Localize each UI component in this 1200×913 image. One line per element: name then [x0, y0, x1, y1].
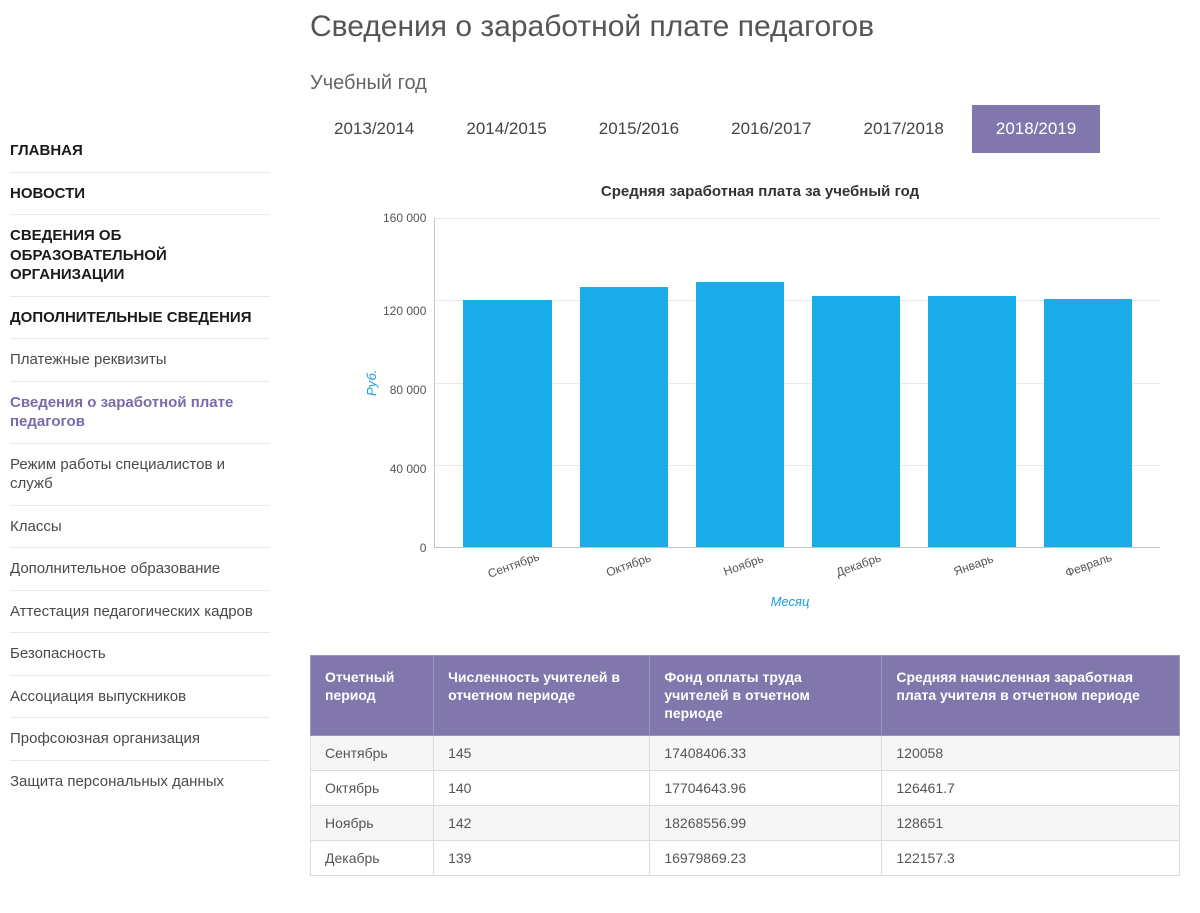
sidebar-item[interactable]: ГЛАВНАЯ [10, 130, 270, 173]
table-row: Ноябрь14218268556.99128651 [311, 805, 1180, 840]
chart-bars [435, 218, 1160, 547]
y-tick: 80 000 [390, 383, 427, 397]
bar[interactable] [463, 300, 551, 547]
sidebar-item[interactable]: Платежные реквизиты [10, 339, 270, 382]
sidebar-item[interactable]: Сведения о заработной плате педагогов [10, 382, 270, 444]
sidebar-item[interactable]: Режим работы специалистов и служб [10, 444, 270, 506]
table-cell: 17408406.33 [650, 735, 882, 770]
y-ticks: 160 000120 00080 00040 0000 [383, 218, 434, 548]
table-cell: Октябрь [311, 770, 434, 805]
table-row: Сентябрь14517408406.33120058 [311, 735, 1180, 770]
bar-column [682, 218, 798, 547]
table-cell: 139 [434, 840, 650, 875]
main-content: Сведения о заработной плате педагогов Уч… [290, 0, 1200, 896]
page-title: Сведения о заработной плате педагогов [310, 10, 1180, 44]
sidebar-item[interactable]: Профсоюзная организация [10, 718, 270, 761]
x-labels: СентябрьОктябрьНоябрьДекабрьЯнварьФеврал… [442, 548, 1160, 572]
bar-column [566, 218, 682, 547]
bar[interactable] [812, 296, 900, 547]
table-header-cell: Средняя начисленная заработная плата учи… [882, 656, 1180, 736]
x-axis-label: Месяц [420, 594, 1160, 609]
table-cell: Сентябрь [311, 735, 434, 770]
chart-title: Средняя заработная плата за учебный год [360, 183, 1160, 200]
table-header-cell: Фонд оплаты труда учителей в отчетном пе… [650, 656, 882, 736]
y-tick: 160 000 [383, 211, 426, 225]
sidebar-item[interactable]: Дополнительное образование [10, 548, 270, 591]
bar-column [1030, 218, 1146, 547]
y-axis-label: Руб. [360, 218, 383, 548]
y-tick: 40 000 [390, 462, 427, 476]
table-row: Декабрь13916979869.23122157.3 [311, 840, 1180, 875]
table-cell: 126461.7 [882, 770, 1180, 805]
y-tick: 120 000 [383, 304, 426, 318]
sidebar-item[interactable]: ДОПОЛНИТЕЛЬНЫЕ СВЕДЕНИЯ [10, 297, 270, 340]
year-tab[interactable]: 2017/2018 [840, 105, 968, 153]
table-cell: 122157.3 [882, 840, 1180, 875]
bar[interactable] [1044, 299, 1132, 547]
chart-plot [434, 218, 1160, 548]
bar-column [449, 218, 565, 547]
table-cell: 128651 [882, 805, 1180, 840]
table-cell: 120058 [882, 735, 1180, 770]
year-tab[interactable]: 2013/2014 [310, 105, 438, 153]
sidebar-item[interactable]: Ассоциация выпускников [10, 676, 270, 719]
year-tabs: 2013/20142014/20152015/20162016/20172017… [310, 105, 1180, 153]
salary-chart: Средняя заработная плата за учебный год … [310, 183, 1180, 629]
table-cell: 140 [434, 770, 650, 805]
table-cell: 142 [434, 805, 650, 840]
sidebar-item[interactable]: Безопасность [10, 633, 270, 676]
filter-label: Учебный год [310, 72, 1180, 95]
table-cell: 16979869.23 [650, 840, 882, 875]
sidebar-item[interactable]: НОВОСТИ [10, 173, 270, 216]
sidebar-item[interactable]: Защита персональных данных [10, 761, 270, 803]
table-cell: 17704643.96 [650, 770, 882, 805]
table-row: Октябрь14017704643.96126461.7 [311, 770, 1180, 805]
sidebar: ГЛАВНАЯНОВОСТИСВЕДЕНИЯ ОБ ОБРАЗОВАТЕЛЬНО… [0, 0, 290, 896]
year-tab[interactable]: 2014/2015 [442, 105, 570, 153]
sidebar-item[interactable]: Аттестация педагогических кадров [10, 591, 270, 634]
table-cell: 18268556.99 [650, 805, 882, 840]
table-cell: 145 [434, 735, 650, 770]
sidebar-item[interactable]: Классы [10, 506, 270, 549]
year-tab[interactable]: 2016/2017 [707, 105, 835, 153]
bar-column [914, 218, 1030, 547]
bar-column [798, 218, 914, 547]
table-cell: Декабрь [311, 840, 434, 875]
year-tab[interactable]: 2018/2019 [972, 105, 1100, 153]
sidebar-item[interactable]: СВЕДЕНИЯ ОБ ОБРАЗОВАТЕЛЬНОЙ ОРГАНИЗАЦИИ [10, 215, 270, 297]
y-tick: 0 [420, 541, 427, 555]
bar[interactable] [580, 287, 668, 547]
table-cell: Ноябрь [311, 805, 434, 840]
table-header-cell: Численность учителей в отчетном периоде [434, 656, 650, 736]
bar[interactable] [928, 296, 1016, 547]
table-header-cell: Отчетный период [311, 656, 434, 736]
bar[interactable] [696, 282, 784, 547]
salary-table: Отчетный периодЧисленность учителей в от… [310, 655, 1180, 876]
year-tab[interactable]: 2015/2016 [575, 105, 703, 153]
